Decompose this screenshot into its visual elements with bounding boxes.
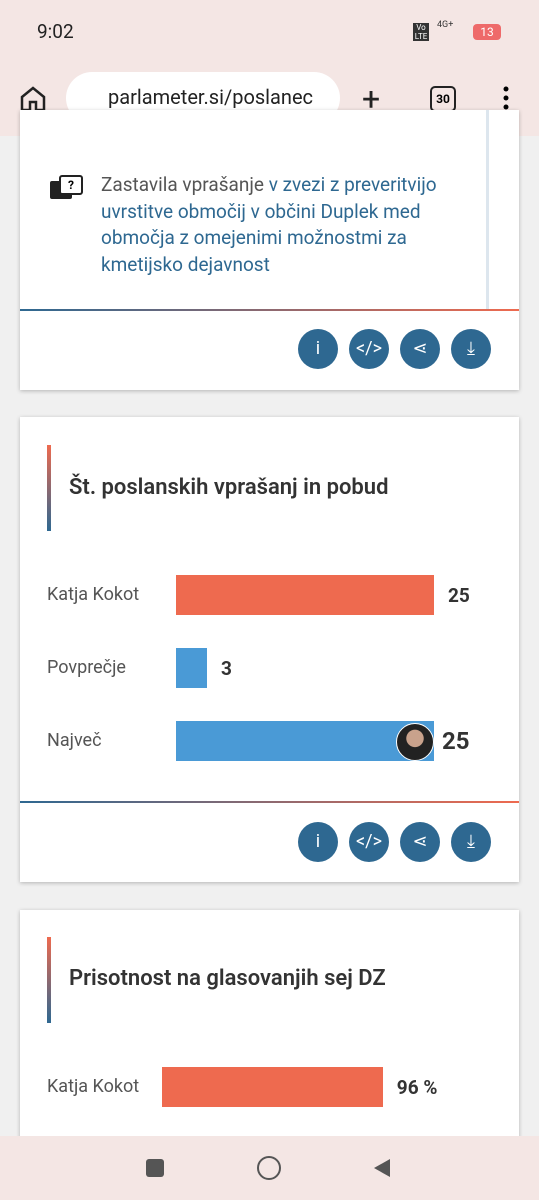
network: 4G+ — [437, 20, 454, 30]
url: parlameter.si/poslanec — [108, 85, 314, 109]
text: Zastavila vprašanje — [101, 173, 264, 196]
card: Št. poslanskih vprašanj in pobud i </> ⋖ ⤓ K… — [20, 417, 519, 882]
bar — [162, 1067, 383, 1107]
action-button[interactable]: </> — [349, 329, 389, 369]
svg-text:?: ? — [68, 178, 74, 192]
accent — [47, 937, 51, 1023]
action-button[interactable]: ⤓ — [451, 822, 491, 862]
bar — [176, 648, 207, 688]
row-label: Povprečje — [47, 657, 126, 678]
bar — [176, 721, 434, 761]
clock: 9:02 — [37, 20, 74, 43]
action-button[interactable]: i — [298, 329, 338, 369]
bar-value: 96 % — [396, 1076, 438, 1099]
battery: 13 — [473, 24, 501, 40]
recents[interactable] — [146, 1159, 164, 1177]
action-button[interactable]: i — [298, 822, 338, 862]
card-title: Prisotnost na glasovanjih sej DZ — [69, 966, 386, 991]
row-label: Katja Kokot — [47, 584, 140, 605]
scrollbar — [486, 110, 489, 310]
question-icon: ? — [50, 175, 83, 199]
row-label: Katja Kokot — [47, 1076, 140, 1097]
bar — [176, 575, 434, 615]
new-tab[interactable]: + — [362, 80, 381, 118]
row-label: Največ — [47, 730, 102, 751]
bar-value: 25 — [448, 584, 470, 607]
accent — [47, 445, 51, 531]
action-button[interactable]: ⋖ — [400, 329, 440, 369]
action-button[interactable]: </> — [349, 822, 389, 862]
card: Prisotnost na glasovanjih sej DZ Katja K… — [20, 910, 519, 1170]
bar-value: 25 — [442, 727, 470, 755]
menu[interactable] — [500, 86, 512, 112]
card-title: Št. poslanskih vprašanj in pobud — [69, 475, 389, 500]
action-button[interactable]: ⋖ — [400, 822, 440, 862]
separator — [20, 801, 519, 803]
back[interactable] — [372, 1158, 392, 1178]
bar-value: 3 — [220, 657, 232, 680]
question-text: Zastavila vprašanje v zvezi z preveritvi… — [101, 172, 481, 278]
tab-count[interactable]: 30 — [430, 86, 456, 112]
avatar — [396, 723, 434, 761]
home[interactable] — [257, 1156, 281, 1180]
question-link[interactable]: v zvezi z preveritvijo uvrstitve območij… — [101, 173, 437, 276]
separator — [20, 309, 519, 311]
action-button[interactable]: ⤓ — [451, 329, 491, 369]
question-card: ? Zastavila vprašanje v zvezi z preverit… — [20, 110, 519, 390]
nav-bar — [0, 1136, 539, 1200]
volte: Vo LTE — [413, 23, 429, 41]
